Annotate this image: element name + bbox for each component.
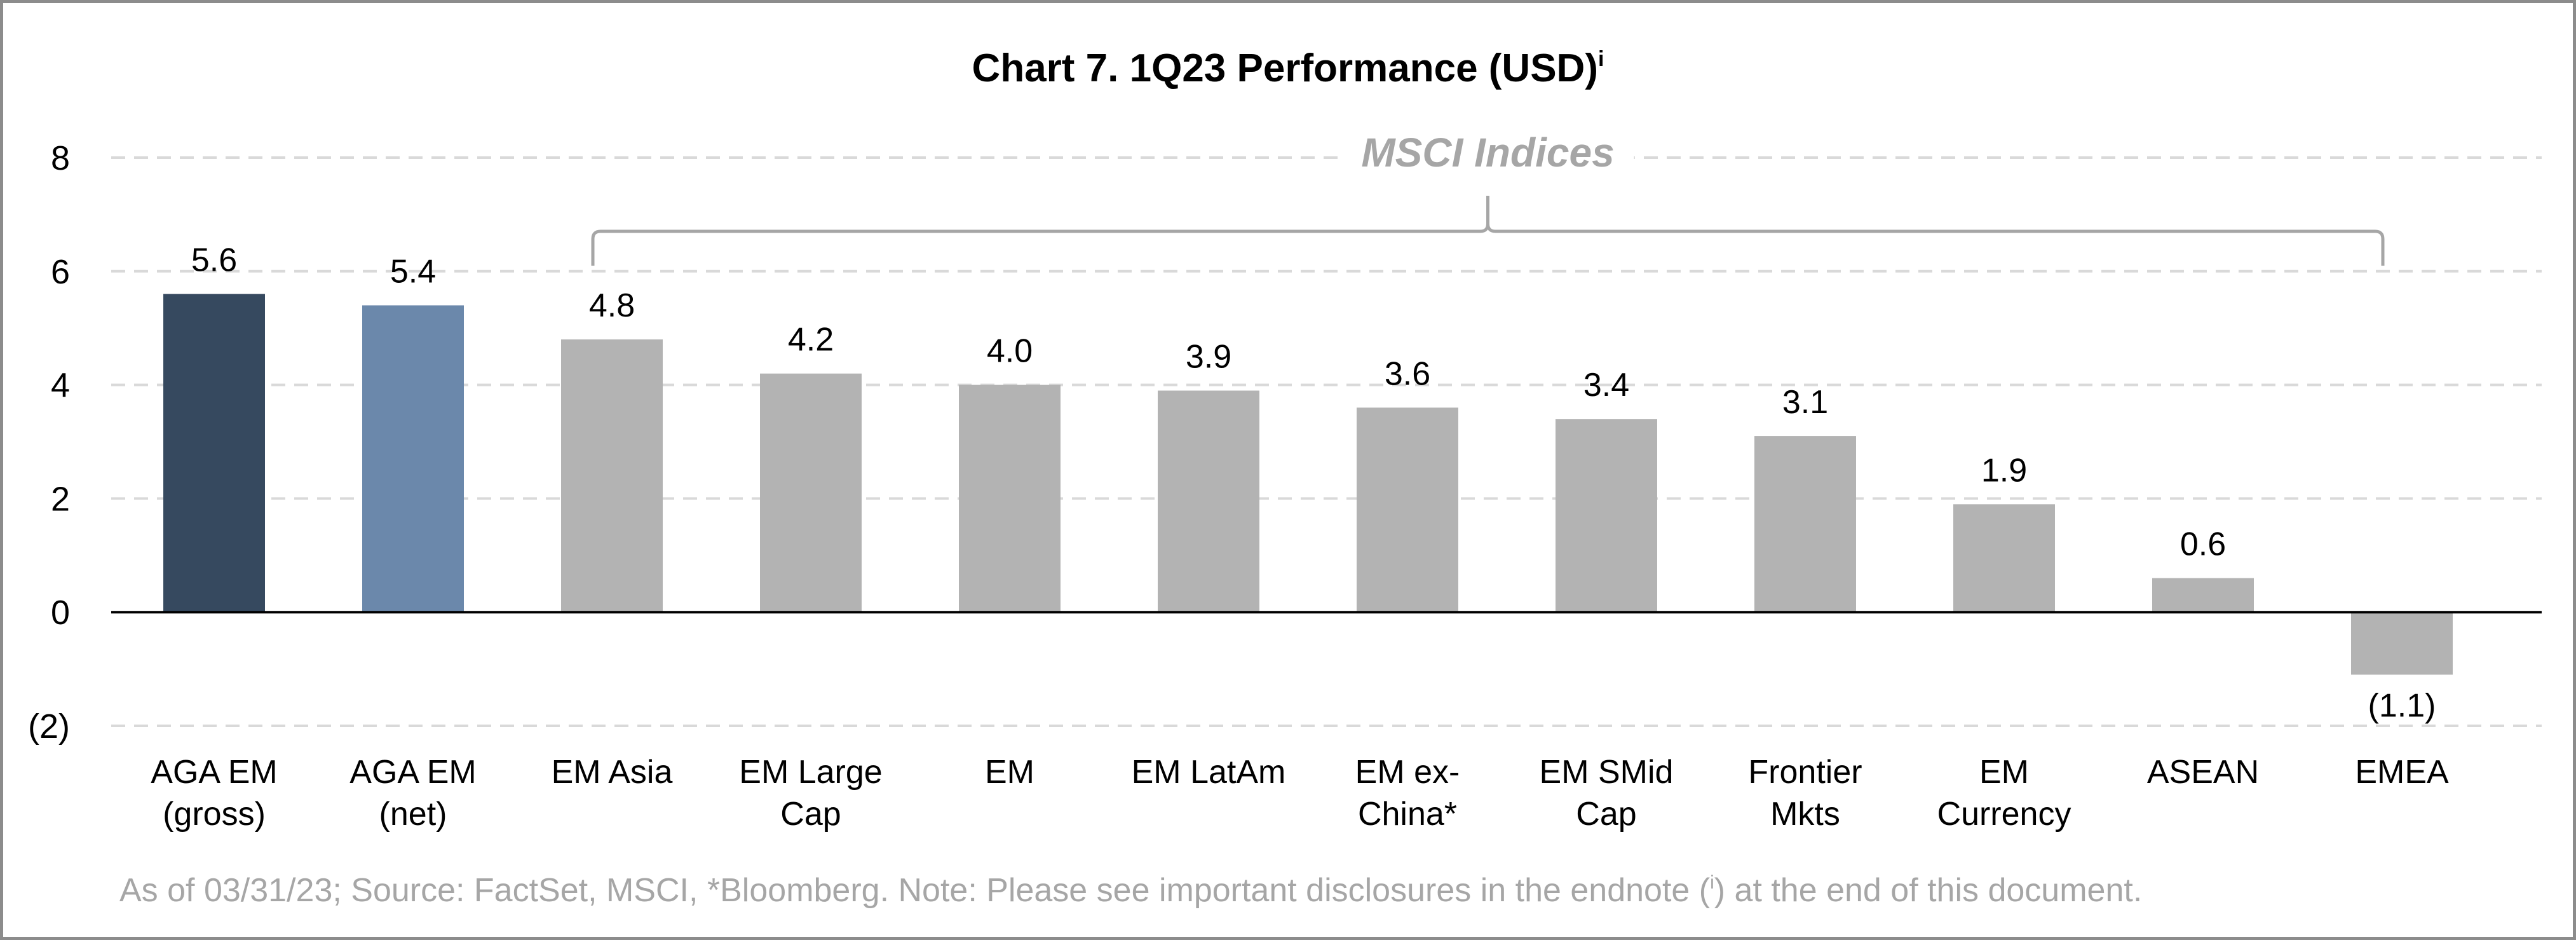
bar-2 xyxy=(561,339,663,613)
x-tick-label-11: EMEA xyxy=(2355,754,2449,791)
bar-3 xyxy=(760,373,862,613)
bar-4 xyxy=(959,385,1061,613)
y-tick-label-3: 2 xyxy=(51,480,70,518)
y-tick-label-2: 4 xyxy=(51,367,70,405)
y-tick-label-0: 8 xyxy=(51,139,70,177)
data-label-3: 4.2 xyxy=(788,322,834,358)
footnote-superscript: i xyxy=(1710,872,1714,893)
x-axis-tick-labels: AGA EM (gross) AGA EM (net) EM Asia EM Large C… xyxy=(151,754,2449,833)
x-tick-label-10: ASEAN xyxy=(2147,754,2259,791)
y-tick-label-4: 0 xyxy=(51,594,70,632)
bracket-label: MSCI Indices xyxy=(1361,130,1614,175)
footnote-text-before: As of 03/31/23; Source: FactSet, MSCI, *… xyxy=(119,872,1711,909)
data-label-6: 3.6 xyxy=(1385,355,1430,392)
bar-8 xyxy=(1754,436,1856,613)
data-label-8: 3.1 xyxy=(1782,384,1828,421)
data-label-5: 3.9 xyxy=(1186,339,1231,376)
chart-title-text: Chart 7. 1Q23 Performance (USD) xyxy=(972,46,1598,90)
x-tick-label-7: EM SMid Cap xyxy=(1540,754,1674,833)
x-tick-label-5: EM LatAm xyxy=(1132,754,1286,791)
x-tick-label-4: EM xyxy=(985,754,1034,791)
data-label-4: 4.0 xyxy=(987,333,1033,370)
bracket-brace xyxy=(591,196,2385,266)
chart-title: Chart 7. 1Q23 Performance (USD)i xyxy=(972,46,1604,90)
bar-5 xyxy=(1158,390,1259,613)
bar-7 xyxy=(1556,419,1657,613)
data-label-7: 3.4 xyxy=(1583,367,1629,404)
bracket-label-background xyxy=(1341,128,1634,179)
data-label-0: 5.6 xyxy=(191,242,237,279)
x-tick-label-2: EM Asia xyxy=(552,754,673,791)
source-footnote: As of 03/31/23; Source: FactSet, MSCI, *… xyxy=(119,872,2142,909)
bar-9 xyxy=(1953,504,2055,613)
data-labels: 5.6 5.4 4.8 4.2 4.0 3.9 3.6 3.4 3.1 1.9 0.6 (1.1) xyxy=(191,242,2436,725)
data-label-10: 0.6 xyxy=(2180,526,2226,563)
y-axis-tick-labels: 8 6 4 2 0 (2) xyxy=(28,139,70,746)
data-label-2: 4.8 xyxy=(589,287,635,324)
data-label-1: 5.4 xyxy=(390,253,436,290)
bar-0 xyxy=(163,294,265,613)
chart-title-superscript: i xyxy=(1598,47,1604,71)
x-tick-label-3: EM Large Cap xyxy=(739,754,882,833)
x-tick-label-0: AGA EM (gross) xyxy=(151,754,277,833)
msci-bracket: MSCI Indices xyxy=(591,128,2385,266)
footnote-text-after: ) at the end of this document. xyxy=(1714,872,2143,909)
x-tick-label-8: Frontier Mkts xyxy=(1748,754,1862,833)
x-tick-label-9: EM Currency xyxy=(1937,754,2071,833)
data-label-11: (1.1) xyxy=(2368,688,2436,725)
bar-10 xyxy=(2152,578,2254,613)
data-label-9: 1.9 xyxy=(1981,452,2027,489)
bar-6 xyxy=(1357,407,1458,613)
y-tick-label-5: (2) xyxy=(28,707,70,746)
bars xyxy=(163,294,2453,675)
x-tick-label-1: AGA EM (net) xyxy=(349,754,476,833)
gridlines xyxy=(111,156,2542,727)
bar-11 xyxy=(2351,612,2453,675)
x-tick-label-6: EM ex-China* xyxy=(1355,754,1460,833)
y-tick-label-1: 6 xyxy=(51,253,70,291)
bar-1 xyxy=(362,305,464,613)
